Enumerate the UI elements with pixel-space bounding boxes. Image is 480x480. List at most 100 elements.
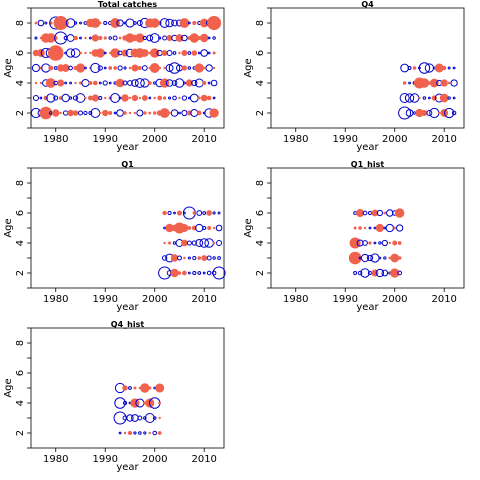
residual-bubble-negative <box>175 34 184 42</box>
residual-bubble-positive <box>88 111 93 115</box>
residual-bubble-positive <box>385 223 394 233</box>
residual-bubble-positive <box>195 239 204 247</box>
residual-bubble-positive <box>158 36 162 40</box>
residual-bubble-positive <box>146 34 154 42</box>
residual-bubble-positive <box>103 51 107 55</box>
residual-bubble-negative <box>158 401 162 405</box>
residual-bubble-positive <box>210 79 218 87</box>
residual-bubble-positive <box>113 111 117 115</box>
y-axis-title: Age <box>243 218 254 237</box>
residual-bubble-positive <box>138 431 142 435</box>
y-tick-label: 4 <box>255 80 266 86</box>
residual-bubble-negative <box>438 111 441 115</box>
x-tick-label: 2010 <box>431 294 456 305</box>
residual-bubble-negative <box>182 270 187 276</box>
panel-title: Q4_hist <box>111 320 145 329</box>
residual-bubble-negative <box>148 386 152 390</box>
residual-bubble-positive <box>134 78 145 88</box>
y-tick-label: 6 <box>15 50 26 56</box>
residual-bubble-positive <box>191 79 198 87</box>
residual-bubble-negative <box>79 51 82 55</box>
residual-bubble-positive <box>217 211 221 215</box>
residual-bubble-positive <box>187 21 191 25</box>
residual-bubble-negative <box>177 271 182 275</box>
residual-bubble-positive <box>65 48 76 58</box>
residual-bubble-positive <box>118 96 122 100</box>
residual-bubble-positive <box>370 253 380 263</box>
residual-bubble-positive <box>207 36 211 40</box>
y-tick-label: 8 <box>15 20 26 26</box>
residual-bubble-negative <box>397 256 402 260</box>
residual-bubble-negative <box>104 96 107 100</box>
residual-bubble-negative <box>75 63 86 73</box>
residual-bubble-negative <box>194 63 204 73</box>
residual-bubble-positive <box>427 96 431 100</box>
residual-bubble-negative <box>123 111 127 115</box>
bubble-layer <box>158 206 226 280</box>
residual-bubble-positive <box>373 226 377 230</box>
residual-bubble-positive <box>172 241 177 245</box>
residual-bubble-positive <box>181 95 188 101</box>
residual-bubble-positive <box>73 21 78 25</box>
y-tick-label: 2 <box>15 270 26 276</box>
residual-bubble-negative <box>45 78 56 88</box>
residual-bubble-negative <box>429 78 439 88</box>
residual-bubble-positive <box>113 411 127 425</box>
residual-bubble-positive <box>200 49 209 57</box>
residual-bubble-negative <box>99 21 102 25</box>
residual-bubble-negative <box>202 66 206 70</box>
residual-bubble-negative <box>47 45 64 61</box>
residual-bubble-negative <box>199 33 209 43</box>
residual-bubble-positive <box>81 78 90 88</box>
x-tick-label: 1990 <box>93 454 118 465</box>
residual-bubble-positive <box>375 268 385 278</box>
residual-bubble-positive <box>66 34 75 42</box>
x-tick-label: 2010 <box>191 294 216 305</box>
residual-bubble-negative <box>168 241 172 245</box>
residual-bubble-positive <box>444 107 455 119</box>
y-axis-title: Age <box>243 58 254 77</box>
residual-bubble-positive <box>386 209 394 217</box>
residual-bubble-negative <box>393 226 397 230</box>
residual-bubble-positive <box>53 66 58 70</box>
residual-bubble-negative <box>439 93 449 103</box>
residual-bubble-positive <box>32 94 39 102</box>
residual-bubble-positive <box>207 81 211 85</box>
residual-bubble-positive <box>206 255 212 261</box>
residual-bubble-negative <box>148 111 152 115</box>
x-axis-title: year <box>116 302 139 313</box>
x-tick-label: 2000 <box>382 294 407 305</box>
residual-bubble-positive <box>353 271 358 275</box>
residual-bubble-negative <box>191 50 198 56</box>
x-tick-label: 2010 <box>431 134 456 145</box>
residual-bubble-negative <box>163 66 166 70</box>
residual-bubble-positive <box>202 211 207 215</box>
residual-bubble-positive <box>137 415 143 421</box>
residual-bubble-negative <box>170 268 179 278</box>
residual-bubble-positive <box>84 66 87 70</box>
residual-bubble-positive <box>429 107 440 119</box>
residual-bubble-positive <box>79 21 82 25</box>
residual-bubble-negative <box>158 66 161 70</box>
residual-bubble-negative <box>397 241 402 245</box>
residual-bubble-negative <box>158 416 161 420</box>
panel-title: Total catches <box>98 0 157 9</box>
residual-bubble-positive <box>187 271 191 275</box>
residual-bubble-positive <box>368 226 372 230</box>
residual-bubble-negative <box>159 108 170 118</box>
y-axis-title: Age <box>3 58 14 77</box>
residual-bubble-positive <box>204 238 214 248</box>
residual-bubble-negative <box>170 254 179 262</box>
residual-bubble-positive <box>34 36 38 40</box>
y-tick-label: 8 <box>255 20 266 26</box>
residual-bubble-positive <box>133 431 137 435</box>
residual-bubble-positive <box>211 270 217 276</box>
residual-bubble-positive <box>397 270 403 276</box>
residual-bubble-negative <box>442 65 447 71</box>
x-tick-label: 2000 <box>142 454 167 465</box>
residual-bubble-positive <box>207 51 211 55</box>
residual-bubble-positive <box>102 80 108 86</box>
x-tick-label: 1990 <box>93 294 118 305</box>
residual-bubble-negative <box>108 66 113 70</box>
